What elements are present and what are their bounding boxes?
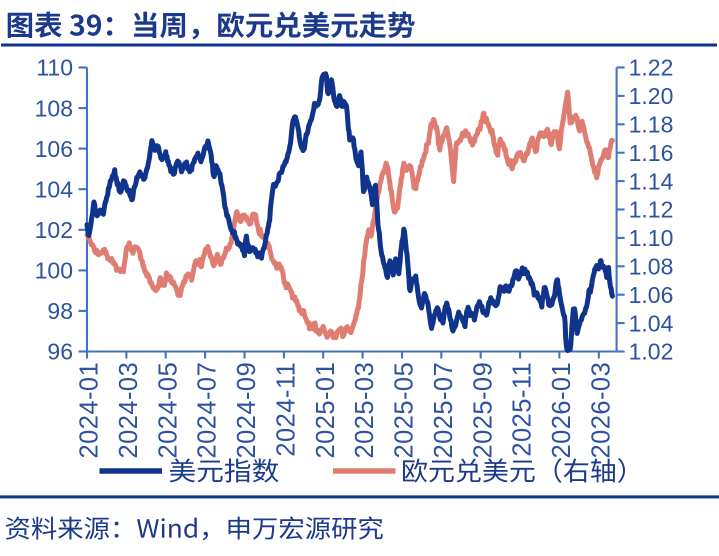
svg-text:1.04: 1.04 — [629, 310, 674, 336]
svg-text:2024-07: 2024-07 — [194, 362, 222, 459]
svg-text:98: 98 — [47, 298, 73, 324]
svg-text:1.12: 1.12 — [629, 197, 674, 223]
svg-text:2024-11: 2024-11 — [273, 362, 301, 457]
svg-text:1.18: 1.18 — [629, 112, 674, 138]
svg-text:104: 104 — [35, 176, 74, 202]
svg-text:1.08: 1.08 — [629, 254, 674, 280]
svg-text:2025-07: 2025-07 — [430, 362, 458, 459]
svg-text:2024-01: 2024-01 — [76, 362, 104, 459]
svg-text:108: 108 — [35, 95, 73, 121]
svg-text:2024-03: 2024-03 — [115, 362, 143, 459]
svg-text:100: 100 — [35, 258, 73, 284]
svg-text:110: 110 — [36, 55, 73, 81]
svg-text:106: 106 — [35, 136, 73, 162]
svg-text:1.22: 1.22 — [629, 55, 674, 81]
svg-text:2024-09: 2024-09 — [233, 362, 261, 459]
svg-text:2025-05: 2025-05 — [391, 362, 419, 459]
svg-text:2026-03: 2026-03 — [587, 362, 615, 459]
svg-text:2024-05: 2024-05 — [154, 362, 182, 459]
svg-text:2026-01: 2026-01 — [548, 362, 576, 459]
svg-text:2025-03: 2025-03 — [351, 362, 379, 459]
svg-text:2025-09: 2025-09 — [469, 362, 497, 459]
svg-text:1.14: 1.14 — [629, 168, 674, 194]
svg-text:1.02: 1.02 — [629, 339, 674, 365]
svg-text:102: 102 — [35, 217, 73, 243]
svg-text:96: 96 — [47, 339, 73, 365]
svg-text:1.10: 1.10 — [629, 225, 674, 251]
svg-text:2025-11: 2025-11 — [509, 362, 537, 457]
svg-text:2025-01: 2025-01 — [312, 362, 340, 459]
svg-text:1.06: 1.06 — [629, 282, 674, 308]
svg-text:1.20: 1.20 — [629, 83, 674, 109]
svg-text:1.16: 1.16 — [629, 140, 674, 166]
